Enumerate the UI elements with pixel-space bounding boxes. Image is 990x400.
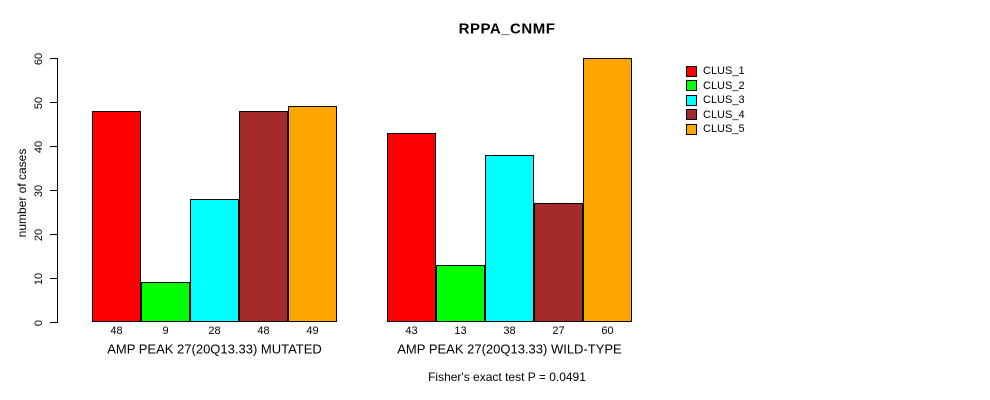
y-tick-label: 20 [33, 228, 45, 241]
y-tick-mark [50, 102, 57, 103]
legend-swatch-clus_5 [686, 123, 697, 135]
y-tick-label: 10 [33, 272, 45, 285]
y-axis-line [57, 58, 58, 323]
bar-clus_2-group1 [141, 282, 190, 322]
group-axis-label: AMP PEAK 27(20Q13.33) WILD-TYPE [397, 341, 622, 357]
chart-title: RPPA_CNMF [458, 20, 556, 38]
bar-clus_3-group1 [190, 198, 239, 322]
y-tick-label: 30 [33, 184, 45, 197]
legend-label: CLUS_4 [703, 108, 745, 121]
y-tick-mark [50, 234, 57, 235]
y-tick-label: 60 [33, 52, 45, 65]
y-tick-label: 0 [33, 319, 45, 326]
bar-value-label: 13 [454, 325, 467, 337]
y-axis-label: number of cases [15, 148, 29, 238]
y-tick-label: 50 [33, 96, 45, 109]
bar-clus_5-group1 [288, 106, 337, 322]
legend-label: CLUS_2 [703, 79, 745, 92]
bar-value-label: 43 [405, 325, 418, 337]
bar-clus_1-group2 [387, 132, 436, 322]
bar-clus_1-group1 [92, 110, 141, 322]
bar-clus_5-group2 [583, 58, 632, 322]
legend-swatch-clus_3 [686, 94, 697, 106]
bar-value-label: 27 [552, 325, 565, 337]
bar-clus_2-group2 [436, 264, 485, 322]
bar-value-label: 9 [162, 325, 169, 337]
y-tick-mark [50, 58, 57, 59]
bar-value-label: 48 [110, 325, 123, 337]
y-tick-label: 40 [33, 140, 45, 153]
y-tick-mark [50, 322, 57, 323]
y-tick-mark [50, 278, 57, 279]
legend-label: CLUS_1 [703, 65, 745, 77]
y-tick-mark [50, 146, 57, 147]
y-tick-mark [50, 190, 57, 191]
bar-clus_4-group1 [239, 110, 288, 322]
group-axis-label: AMP PEAK 27(20Q13.33) MUTATED [107, 341, 322, 357]
bar-value-label: 60 [601, 325, 614, 337]
bar-value-label: 49 [306, 325, 319, 337]
legend-label: CLUS_3 [703, 94, 745, 107]
bar-value-label: 38 [503, 325, 516, 337]
bar-clus_4-group2 [534, 203, 583, 322]
legend-swatch-clus_2 [686, 80, 697, 92]
legend-swatch-clus_4 [686, 109, 697, 121]
legend-swatch-clus_1 [686, 65, 697, 77]
legend-label: CLUS_5 [703, 123, 745, 136]
bar-value-label: 48 [257, 325, 270, 337]
bar-clus_3-group2 [485, 154, 534, 322]
bar-value-label: 28 [208, 325, 221, 337]
stat-annotation: Fisher's exact test P = 0.0491 [428, 370, 586, 384]
